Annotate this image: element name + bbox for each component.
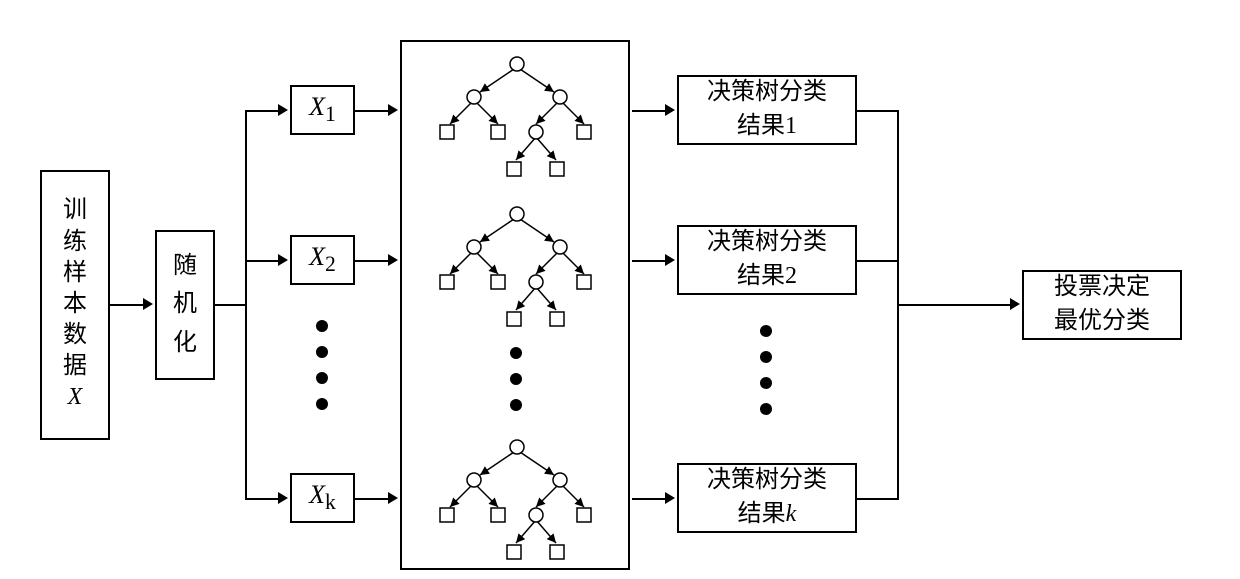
decision-tree-1 [412, 52, 622, 182]
trees-container [400, 40, 630, 570]
sample-x2-box: X2 [290, 235, 355, 285]
training-var: X [68, 384, 83, 410]
arrow-1 [110, 304, 145, 306]
decision-tree-k [412, 435, 622, 565]
result-1-box: 决策树分类 结果1 [677, 75, 857, 145]
randomize-box: 随 机 化 [155, 230, 215, 380]
training-data-box: 训 练 样 本 数 据 X [40, 170, 110, 440]
random-forest-diagram: 训 练 样 本 数 据 X 随 机 化 X1 X2 [20, 40, 1220, 540]
result-dots [760, 325, 772, 415]
training-label: 训 [63, 197, 87, 223]
vote-box: 投票决定 最优分类 [1022, 270, 1182, 340]
tree-dots [510, 347, 522, 411]
result-2-box: 决策树分类 结果2 [677, 225, 857, 295]
sample-xk-box: Xk [290, 473, 355, 523]
result-k-box: 决策树分类 结果k [677, 463, 857, 533]
decision-tree-2 [412, 202, 622, 332]
sample-dots [316, 320, 328, 410]
sample-x1-box: X1 [290, 85, 355, 135]
